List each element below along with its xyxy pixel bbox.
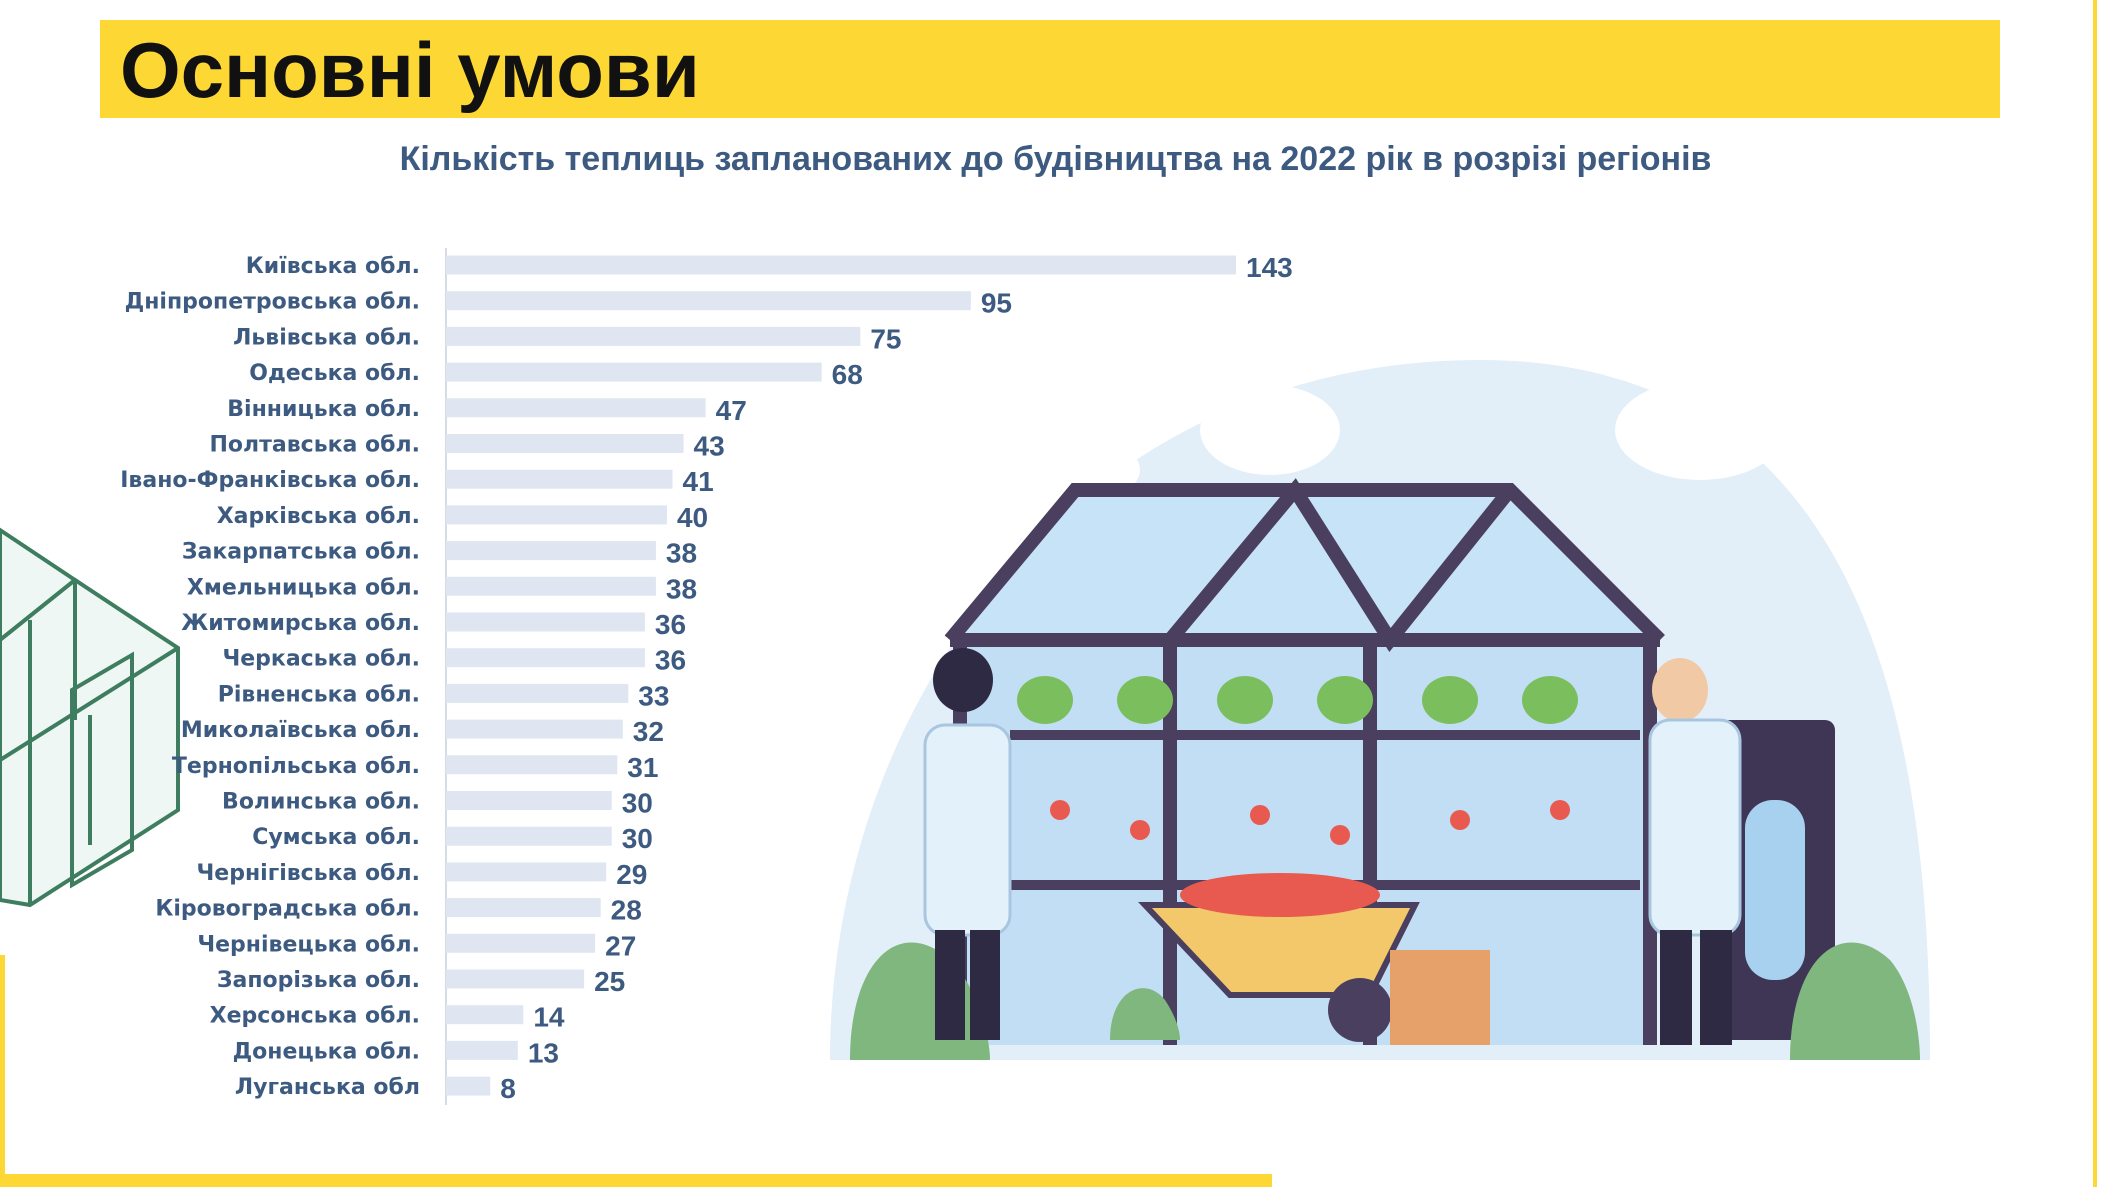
value-label: 47 (716, 395, 747, 426)
category-label: Київська обл. (246, 254, 420, 279)
bar (446, 612, 645, 632)
value-label: 30 (622, 788, 653, 819)
category-label: Хмельницька обл. (187, 575, 420, 600)
value-label: 43 (694, 431, 725, 462)
value-label: 95 (981, 288, 1012, 319)
category-label: Миколаївська обл. (181, 718, 420, 743)
greenhouse-left-icon (0, 527, 180, 908)
title-bar: Основні умови (100, 20, 2000, 118)
bar (446, 362, 822, 382)
category-label: Івано-Франківська обл. (120, 468, 420, 493)
greenhouse-scene-illustration (830, 360, 1930, 1060)
bar (446, 755, 618, 775)
right-accent-line (2093, 0, 2097, 1187)
category-label: Волинська обл. (222, 790, 420, 815)
category-label: Дніпропетровська обл. (125, 290, 420, 315)
value-label: 32 (633, 716, 664, 747)
value-label: 36 (655, 609, 686, 640)
value-label: 27 (605, 930, 636, 961)
bar (446, 826, 612, 846)
bar (446, 1040, 518, 1060)
bar (446, 1076, 491, 1096)
category-label: Черкаська обл. (222, 647, 420, 672)
bar (446, 969, 585, 989)
value-label: 28 (611, 895, 642, 926)
bar (446, 434, 684, 453)
category-label: Львівська обл. (233, 325, 420, 350)
bar (446, 1005, 524, 1025)
page-title: Основні умови (120, 26, 700, 114)
chart-title: Кількість теплиць запланованих до будівн… (399, 140, 1712, 178)
category-label: Харківська обл. (217, 504, 420, 529)
value-label: 143 (1246, 252, 1293, 283)
category-label: Житомирська обл. (181, 611, 420, 636)
category-label: Луганська обл (235, 1075, 420, 1100)
value-label: 13 (528, 1037, 559, 1068)
category-label: Сумська обл. (252, 825, 420, 850)
bar (446, 898, 601, 918)
category-label: Одеська обл. (249, 361, 420, 386)
bars-group: Київська обл. 143 Дніпропетровська обл. 95 Л… (120, 252, 1292, 1104)
value-label: 8 (500, 1073, 516, 1104)
bar (446, 862, 607, 882)
value-label: 30 (622, 823, 653, 854)
bar (446, 683, 629, 703)
bar (446, 326, 861, 346)
left-accent-line (0, 955, 5, 1187)
bar (446, 505, 667, 525)
category-label: Рівненська обл. (218, 682, 420, 707)
value-label: 75 (870, 323, 901, 354)
category-label: Херсонська обл. (210, 1004, 420, 1029)
category-label: Тернопільська обл. (172, 754, 420, 779)
value-label: 68 (832, 359, 863, 390)
value-label: 41 (683, 466, 714, 497)
category-label: Донецька обл. (233, 1039, 420, 1064)
value-label: 38 (666, 538, 697, 569)
category-label: Чернівецька обл. (197, 932, 420, 957)
category-label: Закарпатська обл. (182, 540, 420, 565)
value-label: 29 (616, 859, 647, 890)
category-label: Запорізька обл. (217, 968, 420, 993)
value-label: 36 (655, 645, 686, 676)
value-label: 33 (638, 680, 669, 711)
bar (446, 469, 673, 489)
category-label: Полтавська обл. (210, 433, 421, 458)
bottom-accent-line (0, 1174, 1272, 1187)
bar (446, 576, 656, 596)
bar (446, 933, 596, 953)
value-label: 40 (677, 502, 708, 533)
bar (446, 791, 612, 810)
value-label: 25 (594, 966, 625, 997)
category-label: Кіровоградська обл. (155, 897, 420, 922)
value-label: 14 (533, 1002, 565, 1033)
bar (446, 719, 623, 739)
bar (446, 291, 971, 311)
category-label: Вінницька обл. (227, 397, 420, 422)
bar (446, 648, 645, 668)
value-label: 31 (627, 752, 658, 783)
value-label: 38 (666, 573, 697, 604)
bar (446, 398, 706, 418)
bar (446, 541, 656, 561)
category-label: Чернігівська обл. (197, 861, 420, 886)
bar (446, 255, 1236, 275)
